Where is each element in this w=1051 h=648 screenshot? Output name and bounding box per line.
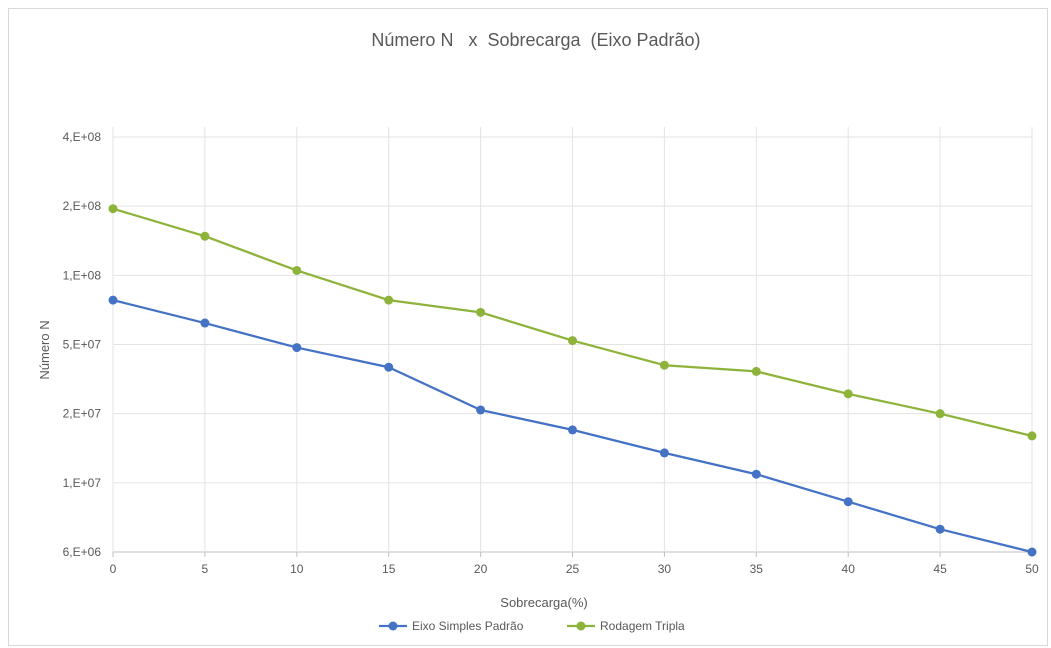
- y-tick-label: 5,E+07: [63, 338, 102, 352]
- data-point: [476, 405, 486, 415]
- data-point: [292, 265, 302, 275]
- data-point: [384, 295, 394, 305]
- y-tick-label: 4,E+08: [63, 130, 102, 144]
- chart-title: Número N x Sobrecarga (Eixo Padrão): [371, 30, 700, 50]
- data-point: [200, 231, 210, 241]
- legend-swatch-marker: [388, 621, 398, 631]
- x-tick-label: 20: [474, 562, 488, 576]
- line-chart: 6,E+06 1,E+07 2,E+07 5,E+07 1,E+08 2,E+08 4,E+…: [37, 30, 1039, 633]
- x-tick-label: 35: [750, 562, 764, 576]
- data-point: [108, 204, 118, 214]
- data-point: [935, 524, 945, 534]
- data-point: [1027, 431, 1037, 441]
- x-tick-label: 0: [110, 562, 117, 576]
- x-tick-label: 5: [202, 562, 209, 576]
- data-point: [292, 343, 302, 353]
- y-tick-label: 6,E+06: [63, 545, 102, 559]
- data-point: [568, 425, 577, 435]
- data-point: [108, 295, 118, 305]
- legend-label: Eixo Simples Padrão: [412, 619, 524, 633]
- data-point: [751, 469, 761, 479]
- x-tick-label: 45: [933, 562, 947, 576]
- x-axis-title: Sobrecarga(%): [500, 595, 587, 610]
- y-axis-title: Número N: [37, 320, 52, 379]
- x-tick-label: 15: [382, 562, 396, 576]
- chart-area: 6,E+06 1,E+07 2,E+07 5,E+07 1,E+08 2,E+08 4,E+…: [8, 8, 1048, 646]
- data-point: [659, 360, 669, 370]
- data-point: [1027, 547, 1037, 557]
- y-tick-label: 1,E+08: [63, 268, 102, 282]
- x-tick-label: 40: [842, 562, 856, 576]
- x-tick-label: 30: [658, 562, 672, 576]
- legend-swatch-marker: [576, 621, 586, 631]
- data-point: [843, 389, 853, 399]
- legend-label: Rodagem Tripla: [600, 619, 685, 633]
- data-point: [476, 307, 486, 317]
- data-point: [751, 366, 761, 376]
- y-tick-label: 2,E+07: [63, 407, 102, 421]
- data-point: [568, 336, 577, 346]
- x-tick-label: 10: [290, 562, 304, 576]
- data-point: [384, 362, 394, 372]
- legend: Eixo Simples Padrão Rodagem Tripla: [379, 619, 685, 633]
- data-point: [935, 409, 945, 419]
- y-tick-label: 2,E+08: [63, 199, 102, 213]
- x-tick-label: 25: [566, 562, 580, 576]
- data-point: [659, 448, 669, 458]
- data-point: [200, 318, 210, 328]
- y-tick-label: 1,E+07: [63, 476, 102, 490]
- x-tick-label: 50: [1025, 562, 1039, 576]
- data-point: [843, 497, 853, 507]
